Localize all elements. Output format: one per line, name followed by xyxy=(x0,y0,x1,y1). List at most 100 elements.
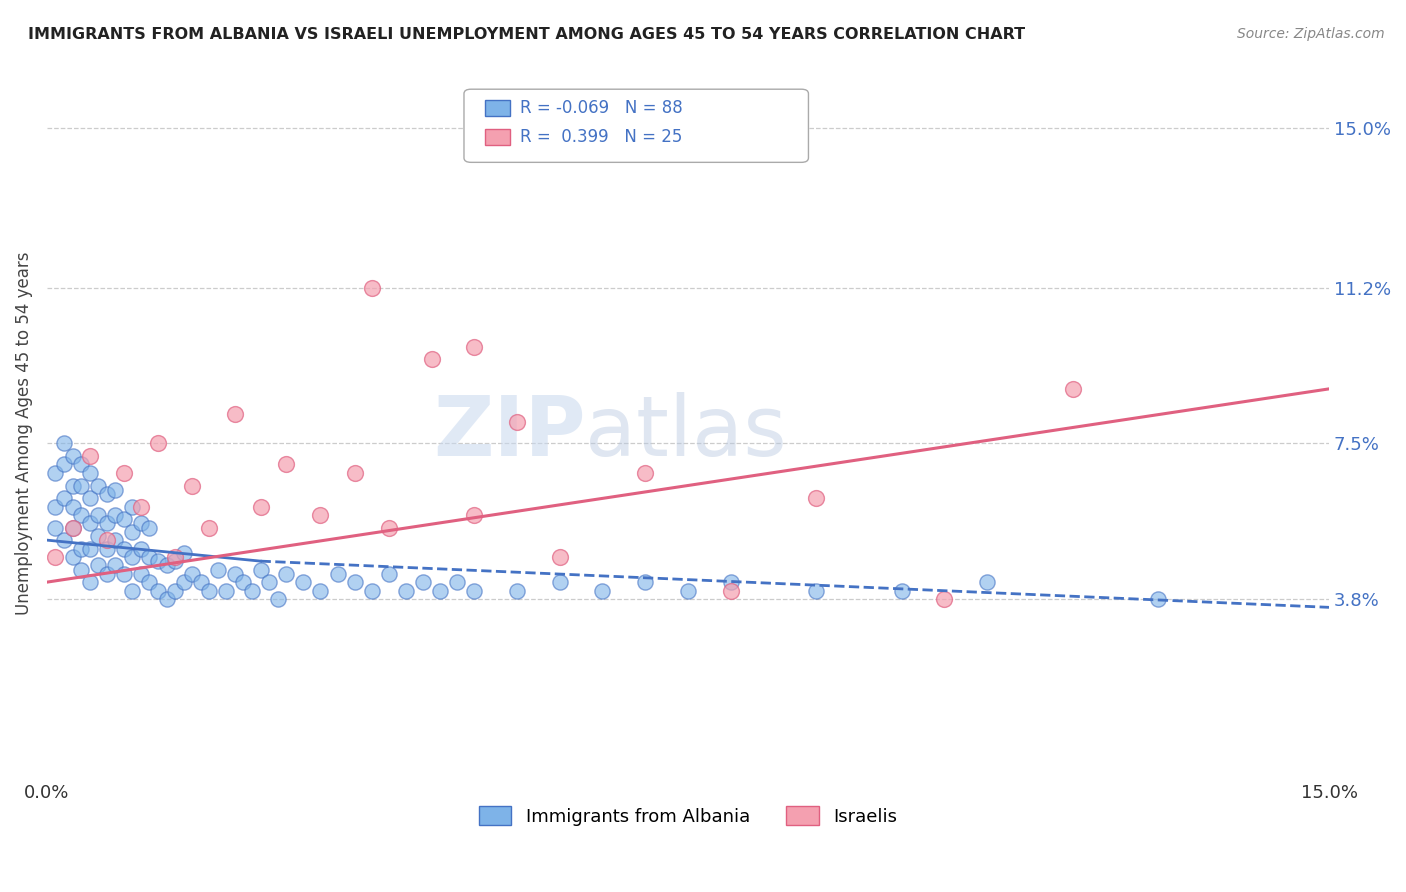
Point xyxy=(79,491,101,505)
Point xyxy=(87,529,110,543)
Point xyxy=(70,508,93,522)
Point xyxy=(249,500,271,514)
Text: Source: ZipAtlas.com: Source: ZipAtlas.com xyxy=(1237,27,1385,41)
Point xyxy=(44,466,66,480)
Point xyxy=(121,524,143,539)
Text: IMMIGRANTS FROM ALBANIA VS ISRAELI UNEMPLOYMENT AMONG AGES 45 TO 54 YEARS CORREL: IMMIGRANTS FROM ALBANIA VS ISRAELI UNEMP… xyxy=(28,27,1025,42)
Point xyxy=(224,566,246,581)
Point xyxy=(44,520,66,534)
Point xyxy=(215,583,238,598)
Text: R = -0.069   N = 88: R = -0.069 N = 88 xyxy=(520,99,683,117)
Point xyxy=(79,516,101,531)
Point xyxy=(104,558,127,573)
Point xyxy=(87,558,110,573)
Point xyxy=(96,516,118,531)
Point xyxy=(146,583,169,598)
Point xyxy=(53,458,76,472)
Point xyxy=(463,508,485,522)
Point xyxy=(96,541,118,556)
Point xyxy=(506,416,529,430)
Point xyxy=(326,566,349,581)
Point xyxy=(138,549,160,564)
Point xyxy=(121,500,143,514)
Point xyxy=(343,575,366,590)
Point xyxy=(70,541,93,556)
Point xyxy=(634,575,657,590)
Point xyxy=(720,583,742,598)
Point xyxy=(276,566,298,581)
Point xyxy=(420,352,443,367)
Point xyxy=(96,566,118,581)
Point xyxy=(343,466,366,480)
Point xyxy=(53,533,76,548)
Point xyxy=(104,533,127,548)
Point xyxy=(70,478,93,492)
Point xyxy=(165,583,187,598)
Point xyxy=(96,487,118,501)
Point xyxy=(62,520,84,534)
Point xyxy=(112,541,135,556)
Point xyxy=(62,478,84,492)
Point xyxy=(129,516,152,531)
Point xyxy=(1147,591,1170,606)
Point xyxy=(79,449,101,463)
Point xyxy=(412,575,434,590)
Y-axis label: Unemployment Among Ages 45 to 54 years: Unemployment Among Ages 45 to 54 years xyxy=(15,252,32,615)
Point xyxy=(934,591,956,606)
Point xyxy=(62,449,84,463)
Point xyxy=(309,583,332,598)
Point xyxy=(198,520,221,534)
Point xyxy=(155,558,177,573)
Point xyxy=(181,566,204,581)
Point xyxy=(548,549,571,564)
Point xyxy=(146,436,169,450)
Point xyxy=(44,549,66,564)
Point xyxy=(463,583,485,598)
Point xyxy=(173,575,195,590)
Point xyxy=(446,575,468,590)
Point xyxy=(62,500,84,514)
Point xyxy=(890,583,912,598)
Point xyxy=(224,407,246,421)
Point xyxy=(87,478,110,492)
Point xyxy=(292,575,315,590)
Point xyxy=(276,458,298,472)
Point xyxy=(173,546,195,560)
Point xyxy=(70,562,93,576)
Point xyxy=(548,575,571,590)
Point xyxy=(112,512,135,526)
Point xyxy=(395,583,418,598)
Point xyxy=(129,500,152,514)
Point xyxy=(360,281,382,295)
Point xyxy=(146,554,169,568)
Point xyxy=(121,549,143,564)
Point xyxy=(62,520,84,534)
Point xyxy=(429,583,451,598)
Point xyxy=(804,583,827,598)
Point xyxy=(129,566,152,581)
Point xyxy=(378,520,401,534)
Point xyxy=(87,508,110,522)
Point xyxy=(804,491,827,505)
Text: R =  0.399   N = 25: R = 0.399 N = 25 xyxy=(520,128,682,146)
Point xyxy=(190,575,212,590)
Point xyxy=(257,575,280,590)
Point xyxy=(70,458,93,472)
Point xyxy=(309,508,332,522)
Text: atlas: atlas xyxy=(585,392,787,474)
Point xyxy=(165,549,187,564)
Point xyxy=(592,583,614,598)
Point xyxy=(676,583,699,598)
Legend: Immigrants from Albania, Israelis: Immigrants from Albania, Israelis xyxy=(471,799,904,833)
Point xyxy=(720,575,742,590)
Point xyxy=(129,541,152,556)
Point xyxy=(463,340,485,354)
Point xyxy=(53,491,76,505)
Point xyxy=(79,466,101,480)
Point xyxy=(1062,382,1084,396)
Point xyxy=(165,554,187,568)
Point xyxy=(138,520,160,534)
Point xyxy=(112,566,135,581)
Point xyxy=(79,575,101,590)
Point xyxy=(53,436,76,450)
